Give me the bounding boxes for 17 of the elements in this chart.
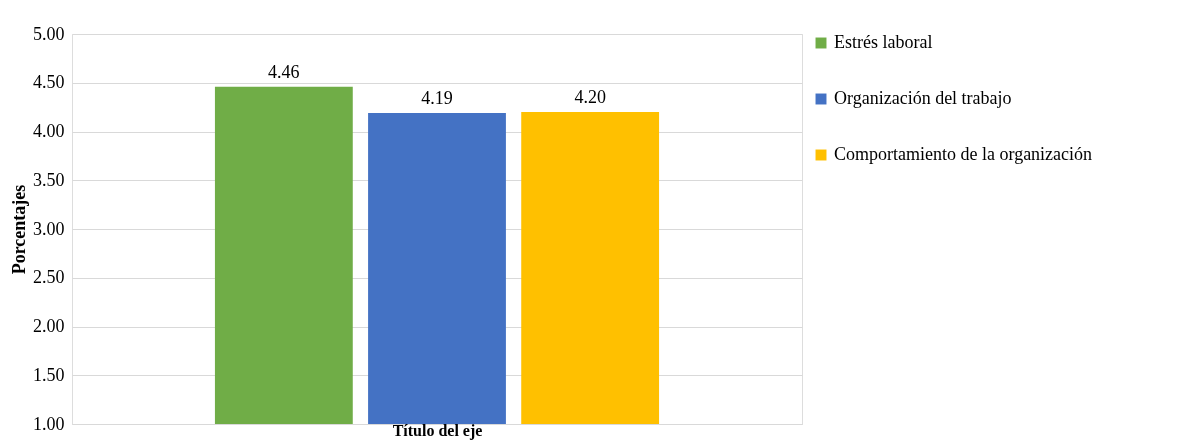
y-tick-label: 1.00 <box>33 413 65 434</box>
y-axis-title: Porcentajes <box>9 184 29 275</box>
legend-label: Comportamiento de la organización <box>834 144 1093 164</box>
y-tick-label: 4.00 <box>33 121 65 141</box>
y-tick-label: 3.00 <box>33 218 65 239</box>
legend-label: Estrés laboral <box>834 32 933 52</box>
y-tick-label: 5.00 <box>33 23 65 44</box>
data-label: 4.19 <box>421 87 453 108</box>
y-tick-label: 2.50 <box>33 267 65 288</box>
y-tick-label: 2.00 <box>33 316 65 336</box>
data-label: 4.20 <box>574 87 606 107</box>
y-tick-label: 3.50 <box>33 169 65 190</box>
legend-label: Organización del trabajo <box>834 88 1012 108</box>
y-tick-label: 1.50 <box>33 364 65 385</box>
x-axis-title: Título del eje <box>392 421 483 440</box>
data-label: 4.46 <box>268 61 300 82</box>
y-tick-label: 4.50 <box>33 72 65 93</box>
